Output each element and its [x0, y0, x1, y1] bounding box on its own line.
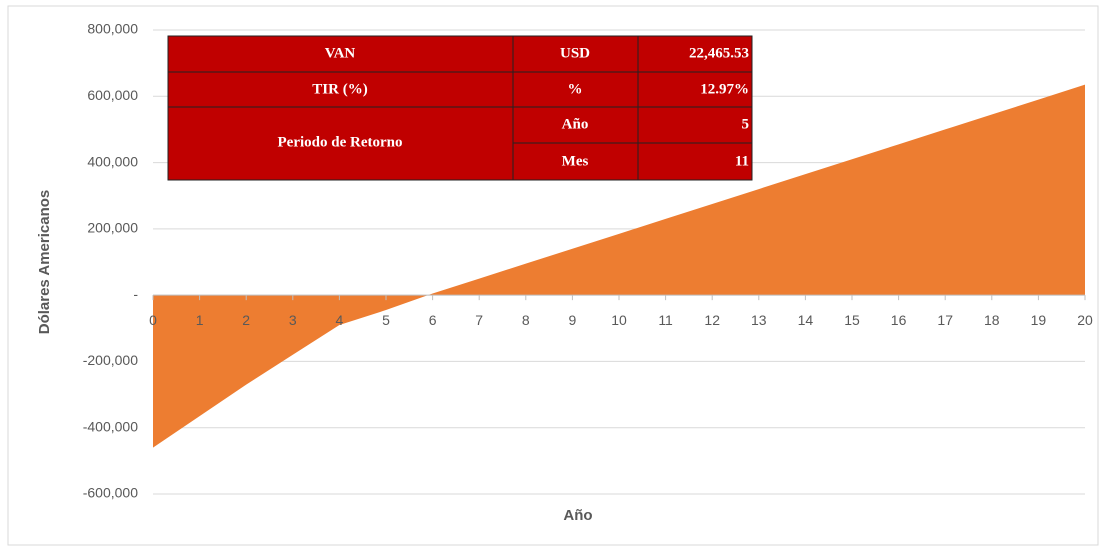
- x-tick-label: 17: [937, 312, 953, 328]
- table-cell: %: [568, 81, 583, 97]
- table-bg: [167, 35, 753, 181]
- x-tick-label: 9: [569, 312, 577, 328]
- y-tick-label: -600,000: [83, 485, 138, 501]
- y-tick-label: -: [133, 286, 138, 302]
- table-cell: USD: [560, 45, 590, 61]
- y-tick-label: 600,000: [87, 87, 138, 103]
- x-tick-label: 19: [1031, 312, 1047, 328]
- x-tick-label: 2: [242, 312, 250, 328]
- x-tick-label: 3: [289, 312, 297, 328]
- table-cell: TIR (%): [312, 81, 367, 97]
- y-tick-label: 400,000: [87, 153, 138, 169]
- table-cell: 12.97%: [700, 81, 749, 97]
- x-tick-label: 15: [844, 312, 860, 328]
- x-tick-label: 6: [429, 312, 437, 328]
- x-tick-label: 10: [611, 312, 627, 328]
- y-tick-label: 800,000: [87, 21, 138, 37]
- x-tick-label: 1: [196, 312, 204, 328]
- x-axis-title: Año: [563, 507, 592, 524]
- table-cell: 11: [735, 153, 749, 169]
- y-tick-label: 200,000: [87, 220, 138, 236]
- x-tick-label: 7: [475, 312, 483, 328]
- table-cell: VAN: [325, 45, 356, 61]
- y-tick-label: -400,000: [83, 418, 138, 434]
- area: [153, 84, 1085, 448]
- y-tick-label: -200,000: [83, 352, 138, 368]
- x-tick-label: 5: [382, 312, 390, 328]
- x-tick-label: 11: [658, 312, 673, 328]
- x-tick-label: 12: [704, 312, 720, 328]
- y-axis-title: Dólares Americanos: [36, 190, 53, 335]
- summary-table: VAN USD 22,465.53 TIR (%) % 12.97% Perio…: [167, 35, 753, 181]
- x-tick-label: 8: [522, 312, 530, 328]
- table-cell: Año: [562, 116, 589, 132]
- table-cell: 22,465.53: [689, 45, 749, 61]
- table-cell: Periodo de Retorno: [278, 134, 403, 150]
- table-cell: 5: [742, 116, 750, 132]
- x-tick-label: 13: [751, 312, 767, 328]
- x-tick-label: 18: [984, 312, 1000, 328]
- table-cell: Mes: [562, 153, 589, 169]
- x-tick-label: 0: [149, 312, 157, 328]
- x-tick-label: 20: [1077, 312, 1093, 328]
- x-tick-label: 14: [798, 312, 814, 328]
- x-tick-label: 4: [336, 312, 344, 328]
- x-tick-label: 16: [891, 312, 907, 328]
